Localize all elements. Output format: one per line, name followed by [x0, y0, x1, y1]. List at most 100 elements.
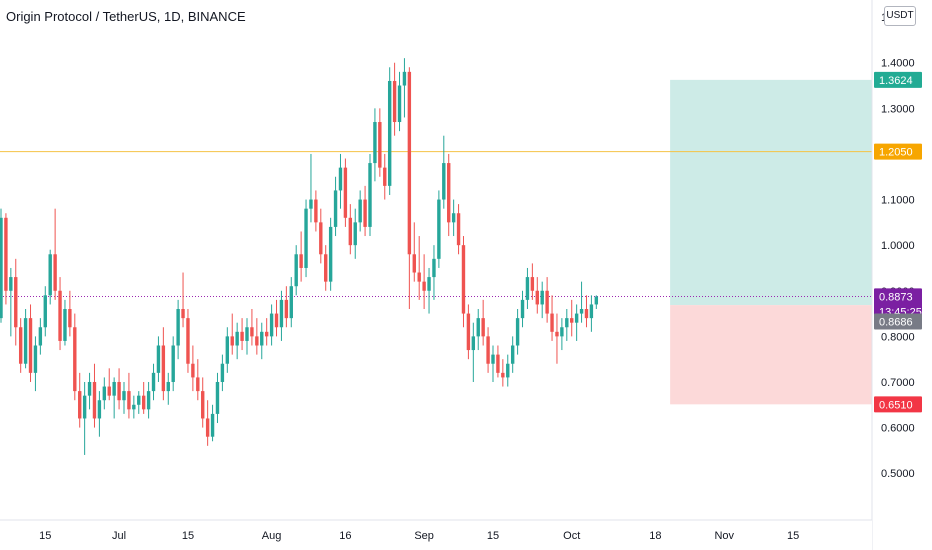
candle-body [102, 386, 107, 401]
candle-body [205, 418, 210, 437]
candle-body [545, 290, 549, 314]
candle-body [4, 217, 8, 291]
candle [417, 236, 421, 300]
candle-body [417, 272, 421, 282]
candle-body [476, 318, 480, 337]
candle [525, 267, 530, 310]
candle [589, 295, 594, 332]
price-tick-label: 1.0000 [881, 240, 915, 252]
candle-body [594, 296, 599, 305]
position-zones [670, 79, 872, 405]
candle-body [584, 309, 589, 319]
candle [215, 372, 220, 424]
candle [368, 153, 372, 237]
candle [18, 318, 23, 373]
candle [107, 368, 111, 401]
candle-body [466, 313, 471, 351]
candle [151, 363, 156, 401]
candle [407, 67, 412, 310]
candle-body [250, 327, 254, 337]
candle [540, 281, 544, 319]
candle [279, 290, 284, 341]
candle-body [264, 331, 269, 337]
candle-body [245, 327, 249, 341]
candle [358, 190, 362, 232]
candle [319, 208, 323, 264]
target-price-tag-label: 1.3624 [879, 75, 913, 87]
candle [565, 309, 569, 341]
candle-body [14, 277, 18, 328]
candle [176, 299, 180, 360]
candle [373, 108, 377, 182]
price-tick-label: 0.7000 [881, 377, 915, 389]
candle [378, 108, 382, 177]
candle [250, 309, 254, 346]
currency-selector[interactable]: USDT [884, 6, 916, 26]
candles [0, 58, 599, 455]
candle [73, 313, 77, 401]
candle-body [565, 318, 569, 328]
candle [132, 395, 136, 419]
candle [442, 135, 446, 209]
candle-body [574, 313, 579, 323]
candle-body [43, 295, 47, 328]
candle-body [33, 345, 38, 373]
candle [201, 377, 205, 428]
candle-body [274, 313, 279, 328]
candle-body [23, 318, 28, 364]
candle-body [230, 336, 234, 346]
candle [255, 318, 259, 355]
candle-body [481, 318, 485, 337]
candle [0, 208, 3, 323]
candle [240, 318, 244, 351]
candle [48, 249, 52, 305]
candle-body [68, 309, 72, 328]
candle-body [422, 281, 426, 291]
candle-body [579, 309, 584, 314]
candle-body [117, 381, 121, 401]
candle [9, 267, 13, 337]
price-tick-label: 1.4000 [881, 58, 915, 70]
candle [97, 391, 102, 437]
candle-body [294, 254, 298, 287]
candle [260, 322, 264, 360]
target-price-tag-bg [874, 71, 922, 88]
candle-body [451, 213, 456, 223]
candle [314, 190, 318, 232]
candle-body [87, 381, 92, 396]
candle [38, 318, 43, 355]
time-tick-label: Sep [414, 530, 434, 542]
candle-body [432, 258, 436, 278]
candle-body [506, 363, 510, 378]
candle [58, 277, 62, 351]
candle-body [58, 290, 62, 341]
candle [166, 372, 170, 405]
candle [309, 153, 313, 223]
current-price-tag-bg [874, 288, 922, 320]
candle-body [387, 80, 392, 186]
candle [127, 372, 131, 419]
candle [14, 258, 18, 346]
candle-body [18, 327, 23, 364]
candle-body [9, 277, 13, 291]
candle [574, 304, 579, 341]
candle-body [255, 336, 259, 346]
candle-body [151, 372, 156, 392]
candle [437, 190, 441, 268]
candle-body [496, 354, 500, 373]
candle-body [38, 327, 43, 346]
candle [451, 199, 456, 237]
candle-body [510, 345, 515, 364]
candle-body [225, 336, 230, 364]
candle-body [63, 309, 67, 341]
candle-body [304, 208, 308, 268]
candle [343, 158, 348, 227]
candle [535, 277, 539, 314]
candle [555, 313, 559, 364]
candle-body [358, 199, 362, 223]
candle-body [363, 199, 367, 227]
candle [427, 267, 431, 314]
time-tick-label: 15 [39, 530, 51, 542]
